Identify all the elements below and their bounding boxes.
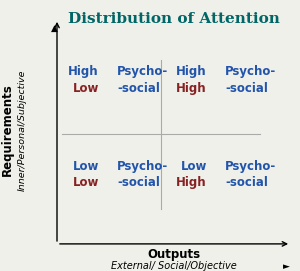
Text: -social: -social [117, 176, 160, 189]
Text: ▲: ▲ [51, 24, 58, 33]
Text: Low: Low [73, 82, 99, 95]
Text: Psycho-: Psycho- [225, 65, 276, 78]
Text: High: High [68, 65, 99, 78]
Text: Low: Low [73, 160, 99, 173]
Text: Psycho-: Psycho- [117, 65, 168, 78]
Text: Requirements: Requirements [1, 84, 14, 176]
Text: -social: -social [117, 82, 160, 95]
Text: Outputs: Outputs [147, 248, 201, 261]
Text: -social: -social [225, 82, 268, 95]
Text: Inner/Personal/Subjective: Inner/Personal/Subjective [18, 69, 27, 191]
Text: External/ Social/Objective: External/ Social/Objective [111, 261, 237, 271]
Text: High: High [176, 65, 207, 78]
Text: Psycho-: Psycho- [225, 160, 276, 173]
Text: Psycho-: Psycho- [117, 160, 168, 173]
Text: High: High [176, 82, 207, 95]
Text: Low: Low [181, 160, 207, 173]
Text: High: High [176, 176, 207, 189]
Text: -social: -social [225, 176, 268, 189]
Text: Low: Low [73, 176, 99, 189]
Text: ►: ► [283, 262, 290, 271]
Text: Distribution of Attention: Distribution of Attention [68, 12, 280, 26]
